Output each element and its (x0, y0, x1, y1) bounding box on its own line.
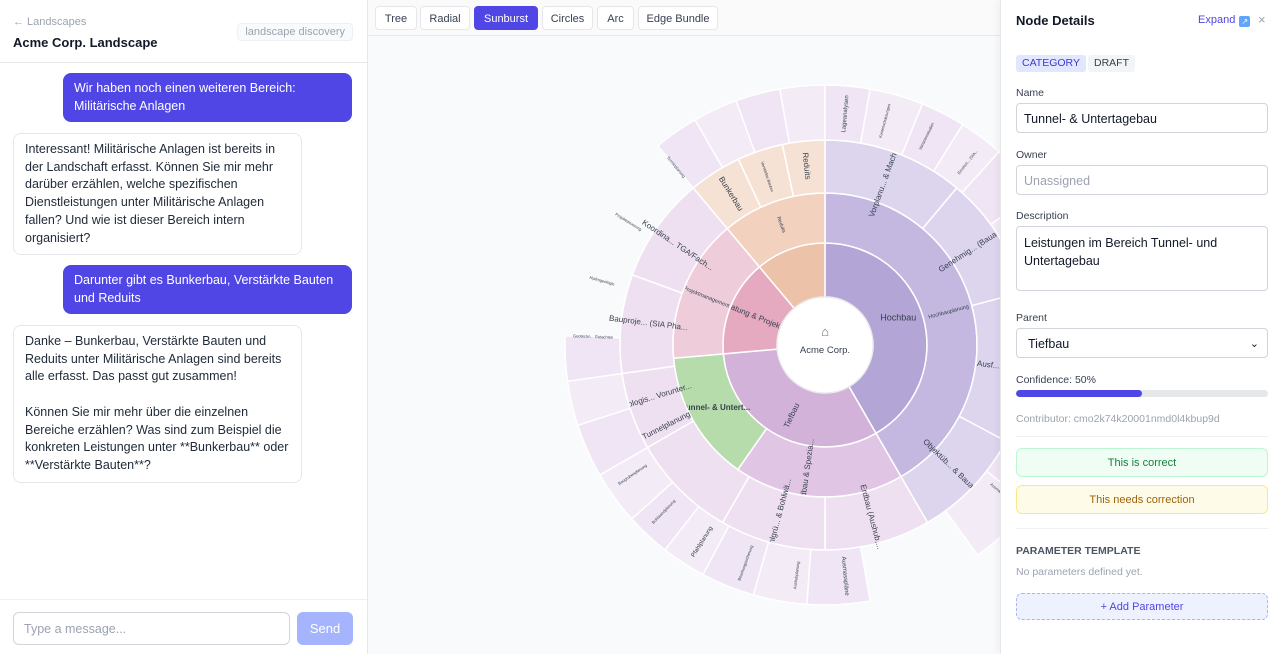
description-label: Description (1016, 210, 1069, 222)
message-input[interactable]: Type a message... (13, 612, 290, 645)
building-icon: ⌂ (821, 324, 829, 339)
assistant-message: Danke – Bunkerbau, Verstärkte Bauten und… (13, 325, 302, 483)
chart-label: Aushubplanung (792, 561, 800, 589)
root-node[interactable] (776, 296, 874, 394)
ring4-segment[interactable] (944, 470, 1000, 557)
type-badge: CATEGORY (1016, 55, 1086, 72)
mark-correct-button[interactable]: This is correct (1016, 448, 1268, 477)
expand-button[interactable]: Expand ↗ (1198, 14, 1251, 27)
chart-label: Tunnel- & Untert... (682, 403, 751, 412)
tab-circles[interactable]: Circles (542, 6, 593, 30)
ring4-segment[interactable] (806, 546, 872, 606)
owner-field[interactable]: Unassigned (1016, 165, 1268, 195)
panel-title: Node Details (1016, 13, 1095, 28)
close-icon[interactable]: × (1258, 12, 1266, 27)
chart-label: Projektsteuerung (614, 212, 642, 232)
name-label: Name (1016, 87, 1045, 99)
tab-tree[interactable]: Tree (375, 6, 417, 30)
external-link-icon: ↗ (1239, 16, 1251, 27)
back-link[interactable]: ← Landscapes (13, 16, 87, 28)
chat-panel: ← Landscapes Acme Corp. Landscape landsc… (0, 0, 368, 654)
page-title: Acme Corp. Landscape (13, 35, 158, 50)
ring4-segment[interactable] (989, 192, 1000, 261)
chart-label: Hydrogeologie (589, 275, 616, 287)
confidence-label: Confidence: 50% (1016, 374, 1096, 386)
chat-header: ← Landscapes Acme Corp. Landscape landsc… (0, 0, 367, 63)
composer: Type a message... Send (0, 599, 367, 654)
chart-label: Lageanalysen (841, 95, 850, 133)
add-parameter-button[interactable]: + Add Parameter (1016, 593, 1268, 620)
user-message: Darunter gibt es Bunkerbau, Verstärkte B… (63, 265, 352, 315)
send-button[interactable]: Send (297, 612, 353, 645)
confidence-bar (1016, 390, 1268, 397)
needs-correction-button[interactable]: This needs correction (1016, 485, 1268, 514)
divider (1016, 528, 1268, 529)
parent-label: Parent (1016, 312, 1047, 324)
ring4-segment[interactable] (961, 150, 1000, 226)
owner-label: Owner (1016, 149, 1047, 161)
chevron-down-icon: ⌄ (1249, 338, 1259, 350)
name-field[interactable]: Tunnel- & Untertagebau (1016, 103, 1268, 133)
chart-label: Ausmasspläne (840, 556, 849, 596)
node-details-panel: Node Details Expand ↗ × CATEGORY DRAFT Na… (1000, 0, 1280, 654)
chart-label: Reduits (775, 216, 787, 234)
mode-badge: landscape discovery (237, 23, 353, 41)
param-section-title: PARAMETER TEMPLATE (1016, 545, 1141, 557)
chart-label: Reduits (801, 152, 813, 180)
view-tabs: Tree Radial Sunburst Circles Arc Edge Bu… (368, 0, 1000, 36)
parent-value: Tiefbau (1028, 337, 1070, 351)
tab-radial[interactable]: Radial (420, 6, 470, 30)
param-empty-text: No parameters defined yet. (1016, 566, 1143, 578)
message-list: Wir haben noch einen weiteren Bereich: M… (0, 63, 367, 599)
tab-arc[interactable]: Arc (597, 6, 634, 30)
description-field[interactable]: Leistungen im Bereich Tunnel- und Untert… (1016, 226, 1268, 291)
chart-label: Geotechn... Gutachten (573, 333, 613, 339)
user-message: Wir haben noch einen weiteren Bereich: M… (63, 73, 352, 123)
visualization-panel: Tree Radial Sunburst Circles Arc Edge Bu… (368, 0, 1000, 654)
expand-label: Expand (1198, 14, 1236, 26)
contributor-text: Contributor: cmo2k74k20001nmd0l4kbup9d (1016, 413, 1220, 425)
tab-sunburst[interactable]: Sunburst (474, 6, 538, 30)
status-badge: DRAFT (1088, 55, 1135, 72)
confidence-fill (1016, 390, 1142, 397)
tab-edge-bundle[interactable]: Edge Bundle (638, 6, 718, 30)
parent-select[interactable]: Tiefbau ⌄ (1016, 328, 1268, 358)
ring4-segment[interactable] (564, 335, 623, 383)
root-label: Acme Corp. (800, 345, 850, 356)
divider (1016, 436, 1268, 437)
chart-label: Hochbau (880, 313, 916, 323)
assistant-message: Interessant! Militärische Anlagen ist be… (13, 133, 302, 256)
